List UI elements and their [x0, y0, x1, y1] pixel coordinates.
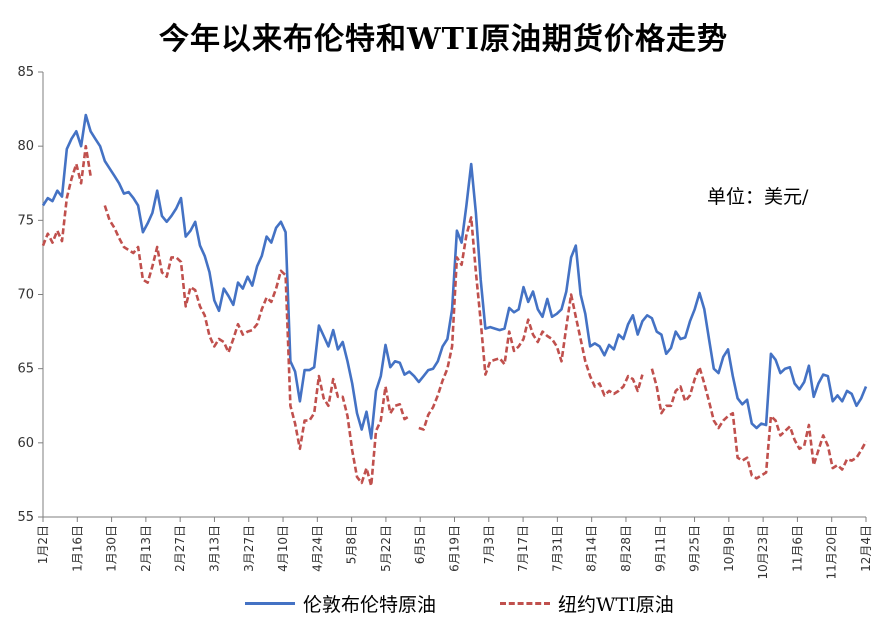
series-line-wti — [41, 144, 868, 488]
x-tick-label: 4月10日 — [276, 525, 290, 572]
x-tick-label: 6月5日 — [413, 525, 427, 564]
x-tick-label: 3月27日 — [242, 525, 256, 572]
chart-legend: 伦敦布伦特原油 纽约WTI原油 — [0, 588, 887, 618]
y-tick-label: 80 — [17, 139, 34, 154]
x-tick-label: 1月2日 — [36, 525, 50, 564]
x-tick-label: 11月20日 — [825, 525, 839, 580]
legend-item-brent: 伦敦布伦特原油 — [245, 588, 436, 618]
y-tick-label: 70 — [17, 288, 34, 303]
y-tick-label: 60 — [17, 436, 34, 451]
x-tick-label: 2月13日 — [139, 525, 153, 572]
x-tick-label: 1月16日 — [70, 525, 84, 572]
y-tick-label: 55 — [17, 510, 34, 525]
x-tick-label: 7月17日 — [516, 525, 530, 572]
y-tick-label: 65 — [17, 362, 34, 377]
x-tick-label: 10月9日 — [722, 525, 736, 572]
x-tick-label: 7月3日 — [482, 525, 496, 564]
y-axis-labels: 55 60 65 70 75 80 85 — [17, 65, 34, 525]
x-tick-label: 2月27日 — [173, 525, 187, 572]
x-tick-label: 1月30日 — [105, 525, 119, 572]
x-tick-label: 6月19日 — [448, 525, 462, 572]
x-tick-label: 5月8日 — [345, 525, 359, 564]
x-tick-label: 9月11日 — [653, 525, 667, 572]
x-tick-label: 4月24日 — [310, 525, 324, 572]
y-tick-label: 75 — [17, 213, 34, 228]
x-tick-label: 11月6日 — [790, 525, 804, 572]
x-tick-label: 12月4日 — [859, 525, 873, 572]
legend-label-brent: 伦敦布伦特原油 — [303, 593, 437, 616]
chart-axes — [38, 71, 867, 522]
x-tick-label: 7月31日 — [550, 525, 564, 572]
x-tick-label: 10月23日 — [756, 525, 770, 580]
legend-swatch-brent — [245, 601, 295, 605]
legend-item-wti: 纽约WTI原油 — [500, 588, 674, 618]
legend-label-wti: 纽约WTI原油 — [558, 593, 674, 616]
y-tick-label: 85 — [17, 65, 34, 80]
x-tick-label: 9月25日 — [688, 525, 702, 572]
chart-title: 今年以来布伦特和WTI原油期货价格走势 — [158, 22, 729, 57]
x-tick-label: 8月28日 — [619, 525, 633, 572]
chart-series — [41, 113, 868, 488]
unit-label: 单位：美元/ — [707, 186, 809, 208]
x-tick-label: 8月14日 — [585, 525, 599, 572]
series-line-brent — [41, 113, 868, 440]
legend-swatch-wti — [500, 601, 550, 605]
x-tick-label: 5月22日 — [379, 525, 393, 572]
x-tick-label: 3月13日 — [207, 525, 221, 572]
x-axis-labels: 1月2日 1月16日 1月30日 2月13日 2月27日 3月13日 3月27日 4月10日 4… — [36, 525, 873, 580]
